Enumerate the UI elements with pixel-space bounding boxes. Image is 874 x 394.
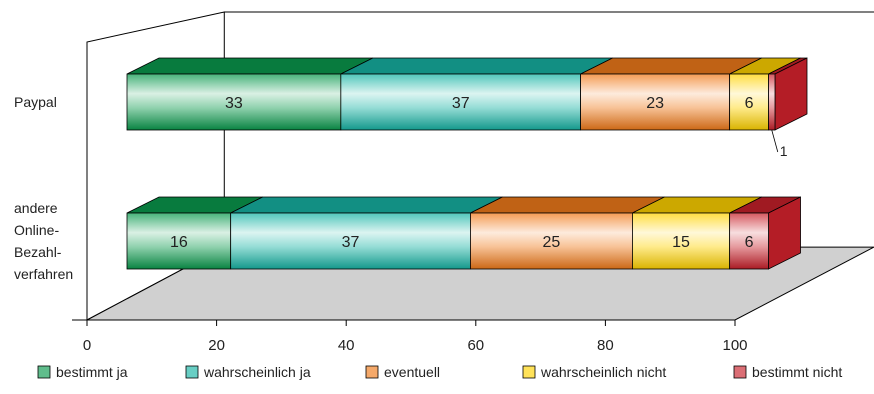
- legend-swatch: [37, 365, 51, 379]
- bar-top-face: [340, 57, 613, 75]
- bar-segment: [729, 212, 769, 270]
- legend-label: bestimmt ja: [56, 364, 128, 380]
- legend-swatch: [522, 365, 536, 379]
- category-label: Paypal: [14, 94, 57, 110]
- bar-segment: [340, 73, 581, 131]
- legend-label: wahrscheinlich nicht: [540, 364, 666, 380]
- bar-segment: [768, 73, 776, 131]
- bar-segment: [126, 73, 342, 131]
- bar-segment: [126, 212, 232, 270]
- x-tick-label: 100: [722, 337, 747, 354]
- data-label: 1: [780, 143, 788, 159]
- data-label: 25: [543, 234, 561, 251]
- data-label: 33: [225, 95, 243, 112]
- bar-top-face: [470, 196, 665, 214]
- bar-segment: [580, 73, 731, 131]
- legend-label: bestimmt nicht: [752, 364, 842, 380]
- category-label: Bezahl-: [14, 244, 62, 260]
- data-label: 37: [342, 234, 360, 251]
- legend-swatch: [185, 365, 199, 379]
- category-label: verfahren: [14, 266, 73, 282]
- x-tick-label: 40: [338, 337, 355, 354]
- x-tick-label: 0: [83, 337, 91, 354]
- legend-label: wahrscheinlich ja: [203, 364, 311, 380]
- data-label: 6: [745, 234, 754, 251]
- data-label: 6: [745, 95, 754, 112]
- x-tick-label: 20: [208, 337, 225, 354]
- bar-segment: [230, 212, 471, 270]
- legend-label: eventuell: [384, 364, 440, 380]
- bar-top-face: [230, 196, 503, 214]
- legend-swatch: [365, 365, 379, 379]
- bar-segment: [632, 212, 731, 270]
- data-label: 37: [452, 95, 470, 112]
- x-tick-label: 60: [467, 337, 484, 354]
- x-tick-label: 80: [597, 337, 614, 354]
- data-label-leader: [771, 129, 779, 153]
- data-label: 23: [646, 95, 664, 112]
- bar-segment: [470, 212, 633, 270]
- data-label: 16: [170, 234, 188, 251]
- bar-top-face: [126, 57, 374, 75]
- data-label: 15: [672, 234, 690, 251]
- category-label: Online-: [14, 222, 59, 238]
- category-label: andere: [14, 200, 58, 216]
- legend-swatch: [733, 365, 747, 379]
